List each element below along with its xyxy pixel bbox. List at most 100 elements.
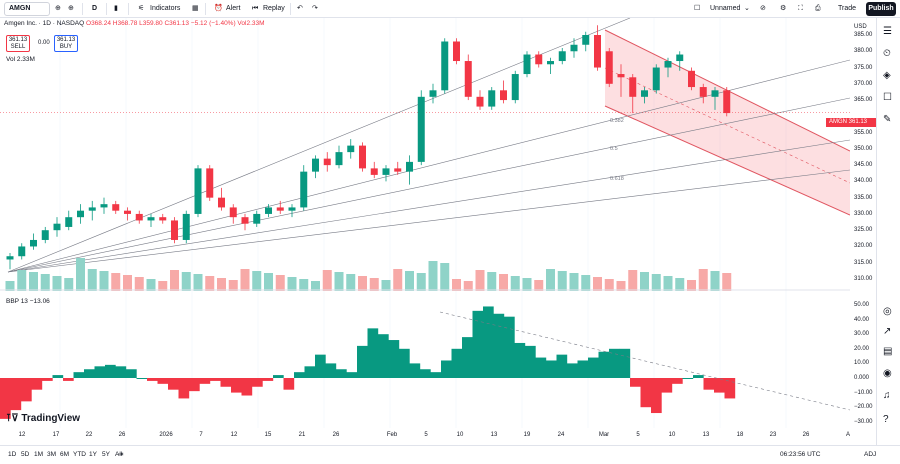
snapshot-icon[interactable]: ⎙ — [815, 5, 821, 12]
help-icon[interactable]: ? — [883, 414, 889, 425]
date-tick: 12 — [18, 432, 26, 438]
candle — [488, 87, 496, 110]
broadcast-icon[interactable]: ◉ — [883, 368, 892, 379]
volume-bar — [123, 275, 132, 291]
quick-search-icon[interactable]: ⊘ — [760, 5, 766, 12]
bbp-bar — [588, 357, 599, 378]
date-axis[interactable]: 12 17 22 26 2026 7 12 15 21 26 Feb 5 10 13 19 24 Mar 5 10 1… — [0, 430, 850, 444]
price-tick: 355.00 — [854, 129, 873, 136]
candle — [652, 64, 660, 94]
price-tick: 335.00 — [854, 194, 873, 201]
candle-body — [594, 35, 601, 68]
compare-symbol-icon[interactable]: ⊕ — [55, 5, 61, 12]
chart-canvas[interactable]: 0.382 0.5 0.618 — [0, 18, 850, 445]
bbp-bar — [147, 378, 158, 381]
candle — [41, 226, 49, 244]
go-to-date-icon[interactable]: ⇥ — [118, 451, 124, 458]
candle-body — [582, 35, 590, 45]
trade-button[interactable]: Trade — [838, 5, 857, 12]
templates-icon[interactable]: ▦ — [192, 5, 199, 12]
adjust-toggle[interactable]: ADJ — [864, 451, 877, 458]
candle — [641, 87, 648, 104]
bbp-bar — [346, 372, 358, 378]
volume-bar — [76, 258, 85, 291]
candle — [147, 213, 155, 227]
volume-bar — [369, 278, 379, 291]
bbp-bar — [420, 369, 431, 378]
price-tick: 350.00 — [854, 145, 873, 152]
layers-icon[interactable]: ◈ — [883, 70, 891, 81]
volume-bar — [628, 270, 638, 291]
redo-icon[interactable]: ↷ — [312, 5, 318, 12]
range-button-6m[interactable]: 6M — [60, 451, 70, 458]
replay-button[interactable]: Replay — [263, 5, 285, 12]
candle-body — [676, 54, 684, 62]
sell-button[interactable]: 361.13 SELL — [6, 35, 30, 52]
range-button-1m[interactable]: 1M — [34, 451, 44, 458]
chat-icon[interactable]: ☐ — [883, 92, 892, 103]
watchlist-icon[interactable]: ☰ — [883, 26, 892, 37]
price-axis[interactable]: USD 385.00 380.00 375.00 370.00 365.00 355.00… — [850, 18, 876, 445]
bbp-bar — [126, 369, 137, 378]
interval-selector[interactable]: D — [92, 5, 98, 12]
candle — [547, 57, 554, 75]
candle-body — [453, 41, 460, 62]
layout-checkbox[interactable]: ☐ — [694, 5, 701, 12]
bbp-bar — [441, 360, 452, 378]
candle — [570, 38, 578, 58]
trend-icon[interactable]: ↗ — [883, 326, 892, 337]
range-button-1y[interactable]: 1Y — [89, 451, 97, 458]
volume-bar — [134, 277, 144, 291]
add-symbol-icon[interactable]: ⊕ — [68, 5, 74, 12]
range-button-3m[interactable]: 3M — [47, 451, 57, 458]
target-icon[interactable]: ◎ — [883, 306, 892, 317]
tradingview-logo[interactable]: ⊺⊽ TradingView — [6, 413, 80, 424]
layout-name[interactable]: Unnamed — [710, 5, 741, 12]
calendar-icon[interactable]: ▤ — [883, 346, 893, 357]
candle-body — [312, 158, 319, 172]
clock-time[interactable]: 06:23:56 UTC — [780, 451, 821, 458]
undo-icon[interactable]: ↶ — [297, 5, 303, 12]
fullscreen-icon[interactable]: ⛶ — [798, 5, 803, 12]
range-button-5y[interactable]: 5Y — [102, 451, 110, 458]
bbp-bar — [31, 378, 43, 390]
candle — [77, 204, 84, 224]
candle — [382, 165, 390, 182]
candle — [88, 200, 96, 221]
symbol-search-input[interactable]: AMGN — [4, 2, 50, 16]
range-button-ytd[interactable]: YTD — [73, 451, 86, 458]
bbp-bar — [493, 313, 505, 378]
buy-button[interactable]: 361.13 BUY — [54, 35, 78, 52]
range-button-1d[interactable]: 1D — [8, 451, 17, 458]
settings-icon[interactable]: ⚙ — [780, 5, 787, 12]
bbp-bar — [462, 337, 473, 378]
publish-button[interactable]: Publish — [866, 2, 896, 16]
alerts-clock-icon[interactable]: ⏲ — [883, 48, 891, 59]
candle — [182, 210, 190, 244]
volume-bar — [522, 278, 532, 291]
candle-body — [699, 87, 707, 97]
bbp-bar — [535, 357, 547, 378]
ideas-icon[interactable]: ✎ — [883, 114, 892, 125]
chart-type-icon[interactable]: ▮ — [114, 5, 118, 12]
indicators-button[interactable]: Indicators — [150, 5, 181, 12]
candle-body — [206, 168, 214, 198]
volume-bar — [546, 269, 555, 291]
candle-body — [112, 204, 120, 211]
range-button-5d[interactable]: 5D — [21, 451, 30, 458]
notifications-icon[interactable]: ♫ — [883, 390, 891, 401]
volume-bar — [604, 279, 614, 291]
range-button-all[interactable]: All — [115, 451, 123, 458]
volume-label: Vol 2.33M — [6, 56, 35, 63]
alert-button[interactable]: Alert — [226, 5, 241, 12]
candle — [112, 200, 120, 214]
candle — [229, 204, 237, 224]
candle-body — [77, 210, 84, 218]
volume-bar — [17, 270, 27, 291]
fan-line — [7, 139, 850, 273]
volume-bar — [393, 269, 403, 291]
candle — [300, 165, 308, 211]
bbp-bar — [619, 348, 631, 378]
layout-dropdown-icon[interactable]: ⌄ — [744, 5, 750, 12]
candle — [18, 243, 26, 260]
